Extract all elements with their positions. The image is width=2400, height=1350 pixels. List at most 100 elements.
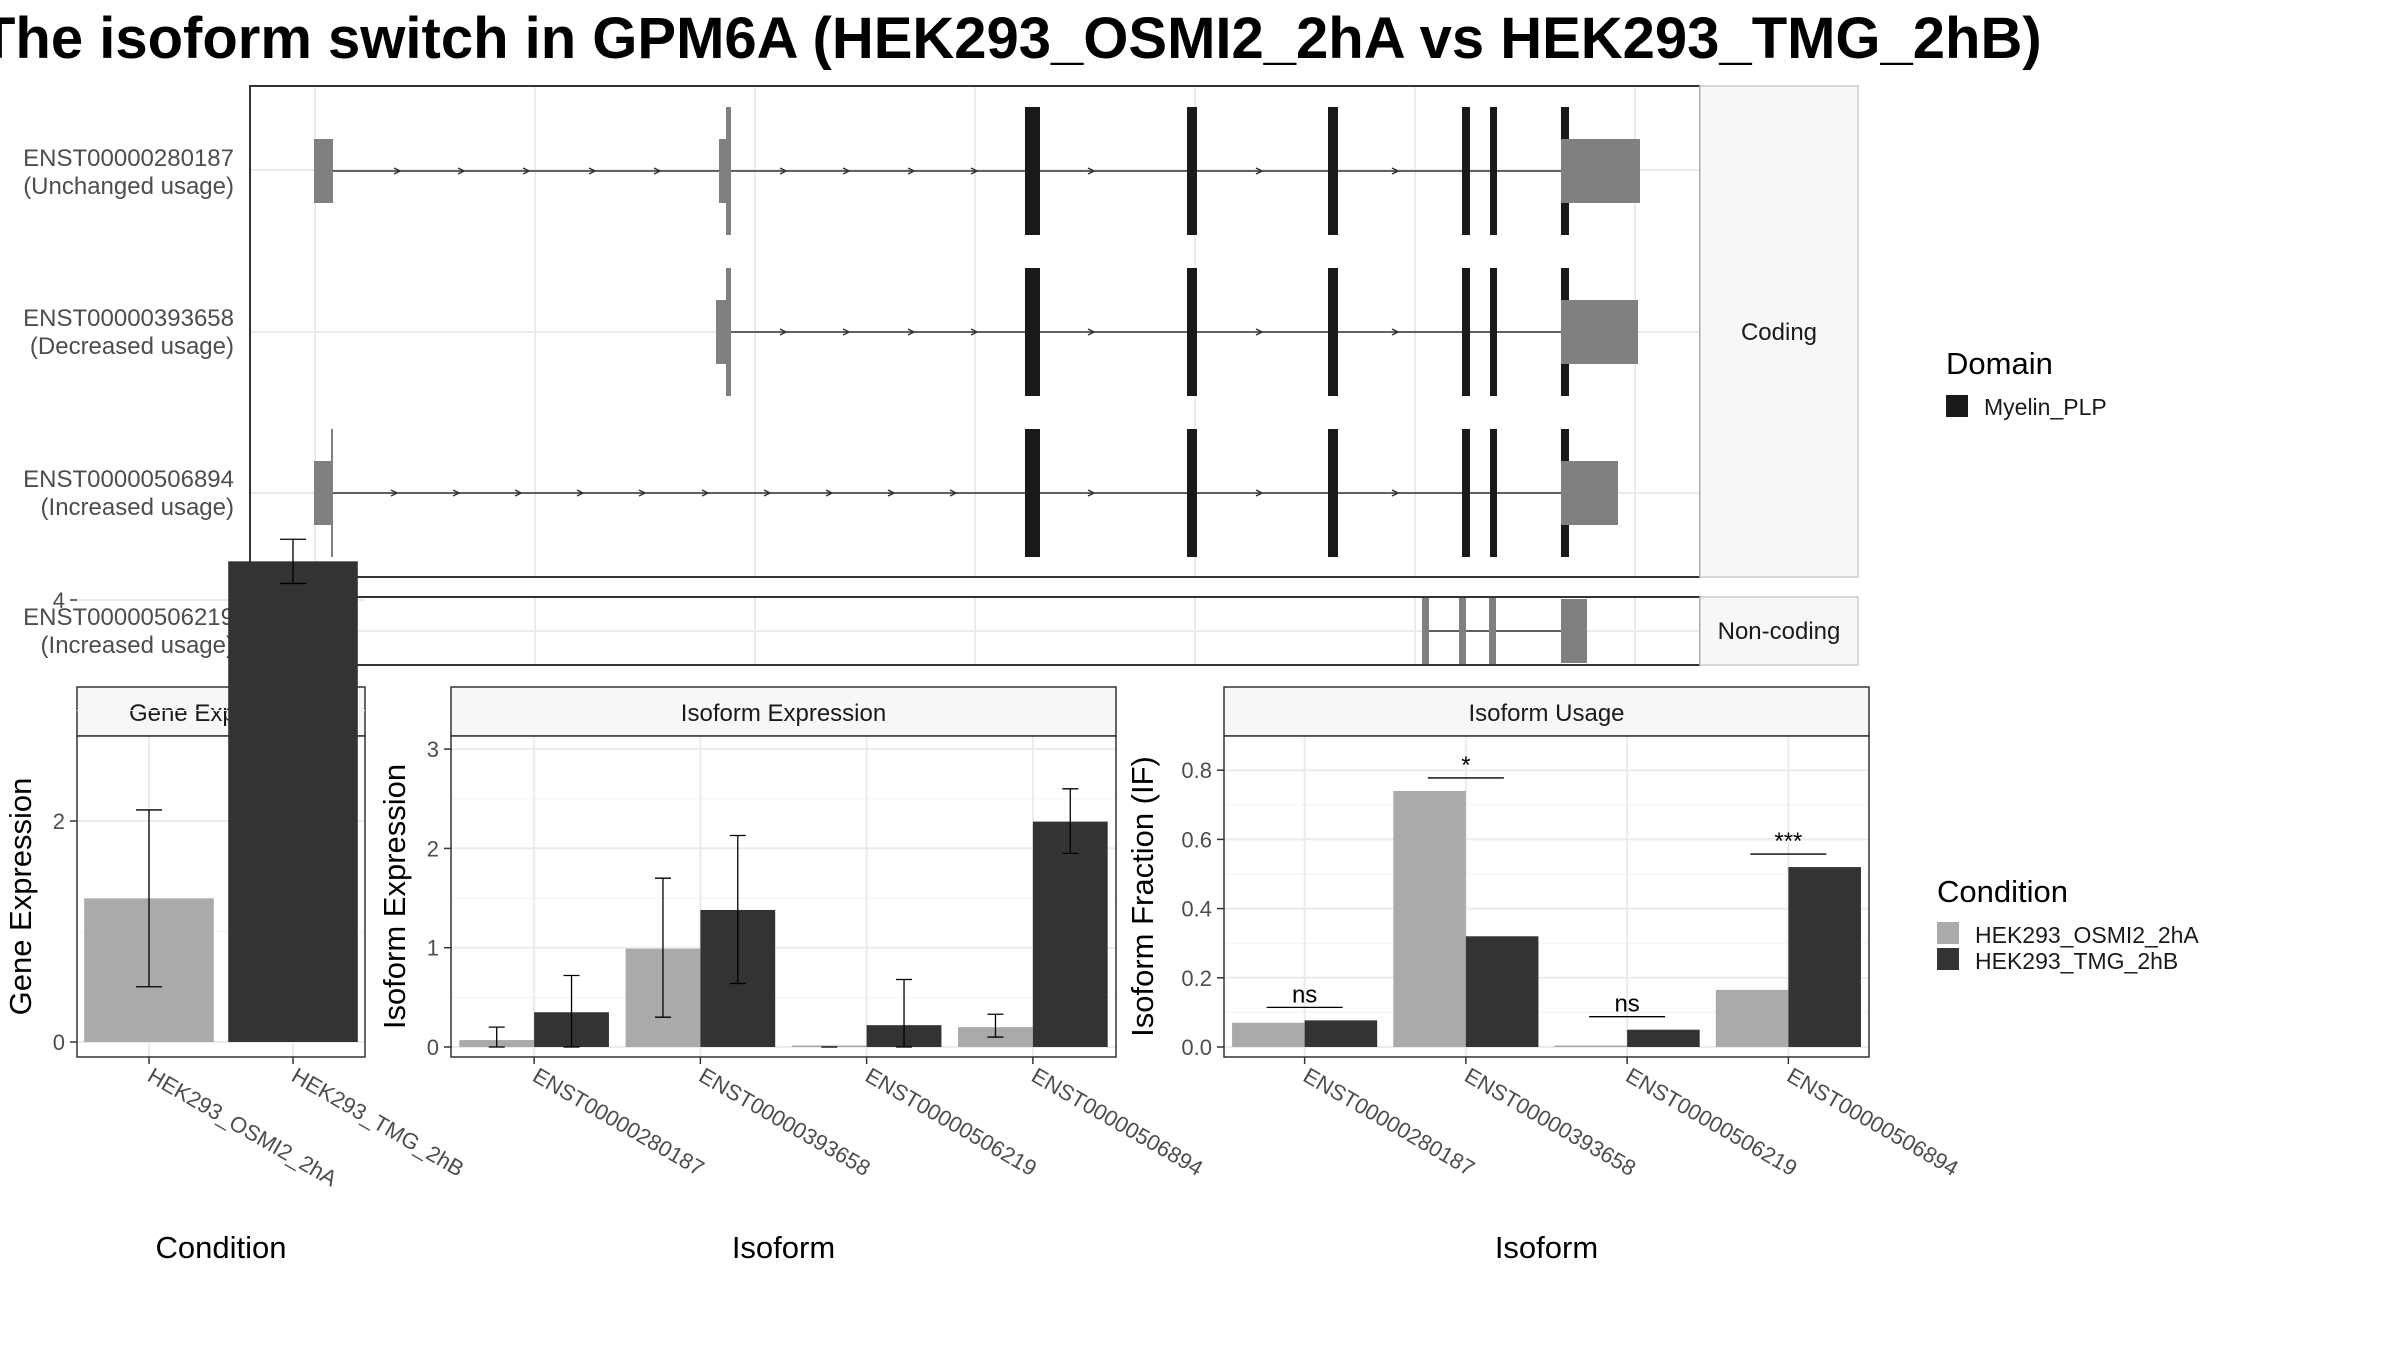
- bar: [1465, 936, 1539, 1047]
- strand-arrow: [779, 328, 788, 336]
- bar: [1232, 1022, 1305, 1047]
- panel-title: Isoform Expression: [681, 700, 886, 727]
- chart-panel-2: Isoform Expression0123ENST00000280187ENS…: [377, 686, 1207, 1265]
- condition-legend-swatch-b: [1937, 948, 1959, 970]
- y-tick-label: 0.4: [1181, 897, 1212, 922]
- domain-legend-item: Myelin_PLP: [1984, 394, 2107, 420]
- strand-arrow: [970, 167, 979, 175]
- bar: [1393, 790, 1466, 1047]
- strand-arrow: [1087, 167, 1096, 175]
- x-tick-label: ENST00000506219: [861, 1063, 1041, 1181]
- utr-exon: [726, 268, 731, 396]
- panel-frame: [450, 735, 1117, 1058]
- domain-exon: [1490, 107, 1497, 235]
- significance-label: *: [1461, 752, 1470, 779]
- y-axis-title: Isoform Fraction (IF): [1125, 756, 1160, 1037]
- domain-exon: [1462, 429, 1470, 557]
- isoform-label-id-4: ENST00000506219: [23, 604, 234, 631]
- isoform-label-usage-1: (Unchanged usage): [23, 173, 234, 200]
- strand-arrow: [653, 167, 662, 175]
- strand-arrow: [887, 489, 896, 497]
- domain-exon: [1025, 268, 1040, 396]
- y-tick-label: 1: [427, 936, 439, 961]
- domain-exon: [1462, 268, 1470, 396]
- strand-arrow: [949, 489, 958, 497]
- strand-arrow: [907, 328, 916, 336]
- y-tick-label: 0: [53, 1030, 65, 1055]
- bar: [228, 561, 358, 1042]
- strand-arrow: [907, 167, 916, 175]
- x-tick-label: ENST00000506219: [1622, 1063, 1802, 1181]
- strand-arrow: [1087, 328, 1096, 336]
- strand-arrow: [588, 167, 597, 175]
- strand-arrow: [763, 489, 772, 497]
- x-tick-label: ENST00000280187: [529, 1063, 709, 1181]
- panel-strip: [450, 686, 1117, 737]
- condition-legend-swatch-a: [1937, 922, 1959, 944]
- strand-arrow: [452, 489, 461, 497]
- domain-exon: [1490, 268, 1497, 396]
- strand-arrow: [576, 489, 585, 497]
- y-tick-label: 0.2: [1181, 966, 1212, 991]
- isoform-track: [716, 268, 1638, 396]
- domain-exon: [1025, 429, 1040, 557]
- strand-arrow: [1391, 489, 1400, 497]
- utr-exon: [1561, 139, 1640, 203]
- strand-arrow: [842, 167, 851, 175]
- domain-exon: [1187, 429, 1197, 557]
- noncoding-strip: [1699, 596, 1859, 666]
- strand-arrow: [514, 489, 523, 497]
- noncoding-exon: [1459, 598, 1466, 664]
- utr-exon: [719, 139, 727, 203]
- y-tick-label: 0.6: [1181, 827, 1212, 852]
- bar: [791, 1045, 867, 1047]
- y-axis-title: Gene Expression: [3, 778, 38, 1016]
- condition-legend-item-a: HEK293_OSMI2_2hA: [1975, 922, 2199, 948]
- strand-arrow: [825, 489, 834, 497]
- isoform-structure-panel: Coding Non-coding ENST00000280187 (Uncha…: [23, 85, 1859, 666]
- isoform-track: [314, 107, 1640, 235]
- x-tick-label: ENST00000280187: [1299, 1063, 1479, 1181]
- isoform-label-usage-3: (Increased usage): [41, 494, 234, 521]
- domain-exon: [1328, 429, 1338, 557]
- isoform-label-usage-2: (Decreased usage): [30, 333, 234, 360]
- significance-label: ***: [1774, 828, 1802, 855]
- utr-exon: [331, 429, 333, 557]
- x-tick-label: ENST00000393658: [1460, 1063, 1640, 1181]
- domain-exon: [1187, 107, 1197, 235]
- x-tick-label: ENST00000393658: [695, 1063, 875, 1181]
- y-tick-label: 0.0: [1181, 1035, 1212, 1060]
- strand-arrow: [638, 489, 647, 497]
- strand-arrow: [701, 489, 710, 497]
- strand-arrow: [1255, 328, 1264, 336]
- x-axis-title: Condition: [156, 1230, 287, 1265]
- utr-exon: [1561, 461, 1618, 525]
- y-tick-label: 0.8: [1181, 758, 1212, 783]
- strand-arrow: [1087, 489, 1096, 497]
- figure-title: The isoform switch in GPM6A (HEK293_OSMI…: [0, 6, 2042, 71]
- noncoding-strip-label: Non-coding: [1718, 618, 1841, 645]
- domain-legend-swatch: [1946, 395, 1968, 417]
- y-tick-label: 3: [427, 737, 439, 762]
- utr-exon: [716, 300, 727, 364]
- x-axis-title: Isoform: [732, 1230, 835, 1265]
- significance-label: ns: [1614, 991, 1639, 1018]
- strand-arrow: [970, 328, 979, 336]
- coding-strip: [1699, 85, 1859, 578]
- strand-arrow: [390, 489, 399, 497]
- noncoding-exon: [1489, 598, 1496, 664]
- domain-legend: Domain Myelin_PLP: [1946, 346, 2107, 420]
- isoform-track-noncoding: [1422, 598, 1587, 664]
- bar: [1715, 989, 1789, 1047]
- utr-exon: [726, 107, 731, 235]
- panel-frame: [76, 735, 366, 1058]
- isoform-label-id-1: ENST00000280187: [23, 145, 234, 172]
- y-tick-label: 2: [53, 809, 65, 834]
- strand-arrow: [393, 167, 402, 175]
- bar: [1304, 1020, 1378, 1047]
- utr-exon: [1561, 300, 1638, 364]
- isoform-label-id-2: ENST00000393658: [23, 305, 234, 332]
- strand-arrow: [1255, 167, 1264, 175]
- panel-title: Isoform Usage: [1468, 700, 1624, 727]
